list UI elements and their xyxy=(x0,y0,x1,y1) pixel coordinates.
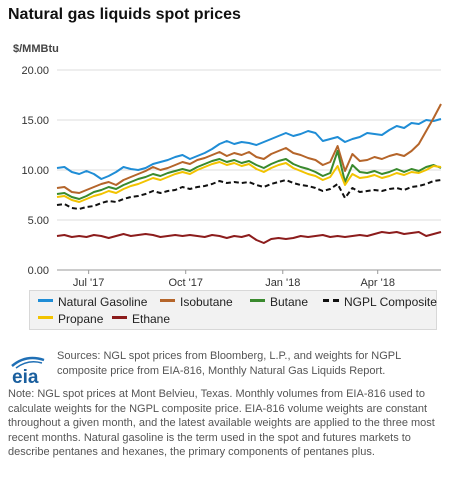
series-line-butane xyxy=(56,150,442,200)
legend-swatch xyxy=(38,316,53,320)
x-tick-label: Apr '18 xyxy=(360,277,395,289)
legend-swatch xyxy=(250,299,265,303)
x-axis-ticks: Jul '17 Oct '17 Jan '18 Apr '18 xyxy=(73,270,395,289)
legend-label: Isobutane xyxy=(180,295,233,309)
legend-swatch xyxy=(112,316,127,320)
y-axis-ticks: 0.00 5.00 10.00 15.00 20.00 xyxy=(21,65,49,277)
y-tick-label: 20.00 xyxy=(21,65,49,77)
eia-logo: eia xyxy=(11,356,45,386)
x-tick-label: Oct '17 xyxy=(168,277,203,289)
series-line-ngpl-composite xyxy=(56,179,442,210)
series-line-propane xyxy=(56,161,442,203)
series-line-ethane xyxy=(56,231,442,244)
chart-title: Natural gas liquids spot prices xyxy=(8,6,241,23)
y-tick-label: 10.00 xyxy=(21,165,49,177)
y-tick-label: 5.00 xyxy=(28,215,49,227)
note-text: Note: NGL spot prices at Mont Belvieu, T… xyxy=(8,388,435,458)
legend-swatch xyxy=(160,299,175,303)
legend-label: Ethane xyxy=(132,312,171,326)
series-lines xyxy=(56,103,442,244)
legend-swatch xyxy=(323,299,339,303)
legend-item-butane: Butane xyxy=(250,295,308,309)
line-chart: 0.00 5.00 10.00 15.00 20.00 Jul '17 Oct '17 Ja… xyxy=(21,65,442,289)
legend-label: Butane xyxy=(270,295,309,309)
series-line-isobutane xyxy=(56,103,442,194)
y-axis-units: $/MMBtu xyxy=(13,43,59,55)
legend-label: NGPL Composite xyxy=(344,295,437,309)
series-line-natural-gasoline xyxy=(56,118,442,180)
legend-label: Natural Gasoline xyxy=(58,295,148,309)
legend-label: Propane xyxy=(58,312,104,326)
chart-legend: Natural Gasoline Isobutane Butane NGPL C… xyxy=(29,290,437,330)
gridlines xyxy=(57,69,441,271)
legend-item-isobutane: Isobutane xyxy=(160,295,233,309)
sources-text: Sources: NGL spot prices from Bloomberg,… xyxy=(57,350,401,377)
eia-logo-text: eia xyxy=(12,367,39,386)
y-tick-label: 15.00 xyxy=(21,115,49,127)
legend-swatch xyxy=(38,299,53,303)
legend-item-propane: Propane xyxy=(38,312,103,326)
x-tick-label: Jul '17 xyxy=(73,277,104,289)
y-tick-label: 0.00 xyxy=(28,265,49,277)
legend-item-natural-gasoline: Natural Gasoline xyxy=(38,295,147,309)
x-tick-label: Jan '18 xyxy=(265,277,300,289)
legend-item-ethane: Ethane xyxy=(112,312,170,326)
legend-item-ngpl-composite: NGPL Composite xyxy=(323,295,437,309)
